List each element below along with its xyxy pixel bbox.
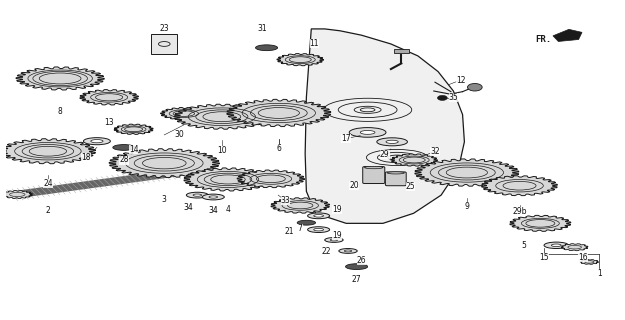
Text: 29b: 29b bbox=[512, 207, 527, 216]
Text: 32: 32 bbox=[430, 147, 440, 156]
Text: 19: 19 bbox=[332, 231, 342, 240]
Polygon shape bbox=[174, 104, 269, 129]
Ellipse shape bbox=[360, 131, 375, 134]
Polygon shape bbox=[415, 159, 519, 186]
Ellipse shape bbox=[325, 237, 343, 242]
Text: 11: 11 bbox=[309, 39, 319, 48]
Polygon shape bbox=[394, 49, 409, 53]
Polygon shape bbox=[305, 29, 464, 223]
Polygon shape bbox=[482, 176, 558, 196]
Text: 30: 30 bbox=[175, 131, 184, 140]
Circle shape bbox=[468, 84, 482, 91]
Polygon shape bbox=[277, 53, 324, 66]
Text: 26: 26 bbox=[357, 256, 366, 266]
Polygon shape bbox=[2, 190, 32, 198]
Text: 12: 12 bbox=[456, 76, 466, 84]
Polygon shape bbox=[114, 124, 153, 134]
Ellipse shape bbox=[186, 192, 208, 198]
Ellipse shape bbox=[91, 140, 103, 143]
Text: 6: 6 bbox=[276, 144, 281, 153]
Text: 21: 21 bbox=[284, 227, 294, 236]
Ellipse shape bbox=[344, 250, 352, 252]
Text: 3: 3 bbox=[162, 195, 167, 204]
Ellipse shape bbox=[388, 172, 404, 174]
Ellipse shape bbox=[202, 194, 224, 200]
Polygon shape bbox=[80, 90, 139, 105]
Ellipse shape bbox=[346, 264, 368, 269]
Text: 14: 14 bbox=[129, 145, 139, 154]
Text: 17: 17 bbox=[341, 134, 351, 143]
Text: 1: 1 bbox=[597, 269, 601, 278]
Polygon shape bbox=[109, 149, 219, 178]
Ellipse shape bbox=[83, 138, 111, 145]
Ellipse shape bbox=[349, 128, 386, 137]
Polygon shape bbox=[271, 198, 329, 213]
Text: 19: 19 bbox=[332, 205, 342, 214]
Polygon shape bbox=[553, 29, 582, 42]
Polygon shape bbox=[227, 99, 331, 127]
Ellipse shape bbox=[314, 228, 324, 231]
Ellipse shape bbox=[544, 242, 569, 249]
Ellipse shape bbox=[298, 220, 316, 225]
Ellipse shape bbox=[314, 214, 324, 217]
Text: 16: 16 bbox=[578, 253, 588, 262]
Ellipse shape bbox=[339, 249, 357, 253]
FancyBboxPatch shape bbox=[151, 34, 177, 54]
Polygon shape bbox=[16, 67, 104, 90]
Text: 20: 20 bbox=[349, 181, 359, 190]
Text: 2: 2 bbox=[46, 206, 50, 215]
Text: 33: 33 bbox=[281, 196, 291, 205]
Text: 8: 8 bbox=[58, 107, 63, 116]
Text: 34: 34 bbox=[184, 203, 194, 212]
Ellipse shape bbox=[256, 45, 278, 51]
Ellipse shape bbox=[364, 166, 383, 169]
Polygon shape bbox=[580, 260, 599, 264]
Text: 18: 18 bbox=[81, 153, 91, 162]
Text: 35: 35 bbox=[449, 93, 458, 102]
Ellipse shape bbox=[308, 227, 329, 233]
Polygon shape bbox=[391, 154, 438, 166]
Ellipse shape bbox=[193, 194, 202, 196]
Text: 10: 10 bbox=[217, 146, 227, 155]
Polygon shape bbox=[161, 108, 207, 120]
Polygon shape bbox=[184, 168, 272, 191]
Ellipse shape bbox=[551, 244, 561, 247]
FancyBboxPatch shape bbox=[386, 172, 406, 186]
Text: 31: 31 bbox=[258, 24, 267, 33]
Ellipse shape bbox=[209, 196, 217, 198]
FancyBboxPatch shape bbox=[362, 167, 385, 183]
Polygon shape bbox=[510, 215, 571, 231]
Text: 23: 23 bbox=[159, 24, 169, 33]
Circle shape bbox=[438, 95, 448, 100]
Text: 28: 28 bbox=[119, 156, 129, 164]
Ellipse shape bbox=[386, 140, 398, 143]
Text: 4: 4 bbox=[226, 205, 231, 214]
Text: 34: 34 bbox=[184, 203, 194, 212]
Polygon shape bbox=[0, 139, 96, 164]
Text: 29: 29 bbox=[380, 150, 389, 159]
Text: 13: 13 bbox=[104, 118, 114, 127]
Text: 9: 9 bbox=[464, 202, 469, 211]
Text: 22: 22 bbox=[321, 247, 331, 256]
Ellipse shape bbox=[308, 213, 329, 219]
Text: 27: 27 bbox=[352, 275, 361, 284]
Text: 34: 34 bbox=[208, 206, 218, 215]
Text: 34: 34 bbox=[208, 206, 218, 215]
Ellipse shape bbox=[330, 239, 338, 241]
Polygon shape bbox=[561, 244, 588, 251]
Text: 5: 5 bbox=[521, 241, 526, 250]
Polygon shape bbox=[237, 170, 304, 188]
Text: 15: 15 bbox=[539, 253, 549, 262]
Text: FR.: FR. bbox=[535, 35, 551, 44]
Ellipse shape bbox=[113, 145, 135, 150]
Text: 25: 25 bbox=[406, 182, 415, 191]
Ellipse shape bbox=[377, 138, 408, 146]
Text: 7: 7 bbox=[298, 225, 302, 234]
Text: 24: 24 bbox=[43, 179, 53, 188]
